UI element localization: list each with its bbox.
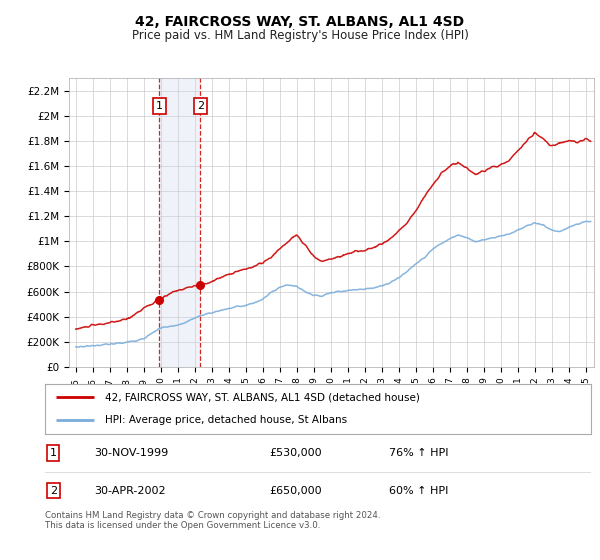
Text: 30-NOV-1999: 30-NOV-1999 <box>94 448 169 458</box>
Text: £650,000: £650,000 <box>269 486 322 496</box>
Text: HPI: Average price, detached house, St Albans: HPI: Average price, detached house, St A… <box>105 416 347 426</box>
Text: 42, FAIRCROSS WAY, ST. ALBANS, AL1 4SD: 42, FAIRCROSS WAY, ST. ALBANS, AL1 4SD <box>136 15 464 29</box>
Text: 60% ↑ HPI: 60% ↑ HPI <box>389 486 448 496</box>
Bar <box>160 78 200 367</box>
Text: Price paid vs. HM Land Registry's House Price Index (HPI): Price paid vs. HM Land Registry's House … <box>131 29 469 42</box>
Text: 1: 1 <box>156 101 163 111</box>
Text: £530,000: £530,000 <box>269 448 322 458</box>
Text: 30-APR-2002: 30-APR-2002 <box>94 486 166 496</box>
Text: 42, FAIRCROSS WAY, ST. ALBANS, AL1 4SD (detached house): 42, FAIRCROSS WAY, ST. ALBANS, AL1 4SD (… <box>105 392 420 402</box>
Text: 2: 2 <box>50 486 57 496</box>
Text: 1: 1 <box>50 448 56 458</box>
Text: 2: 2 <box>197 101 204 111</box>
Text: 76% ↑ HPI: 76% ↑ HPI <box>389 448 448 458</box>
Text: Contains HM Land Registry data © Crown copyright and database right 2024.
This d: Contains HM Land Registry data © Crown c… <box>45 511 380 530</box>
